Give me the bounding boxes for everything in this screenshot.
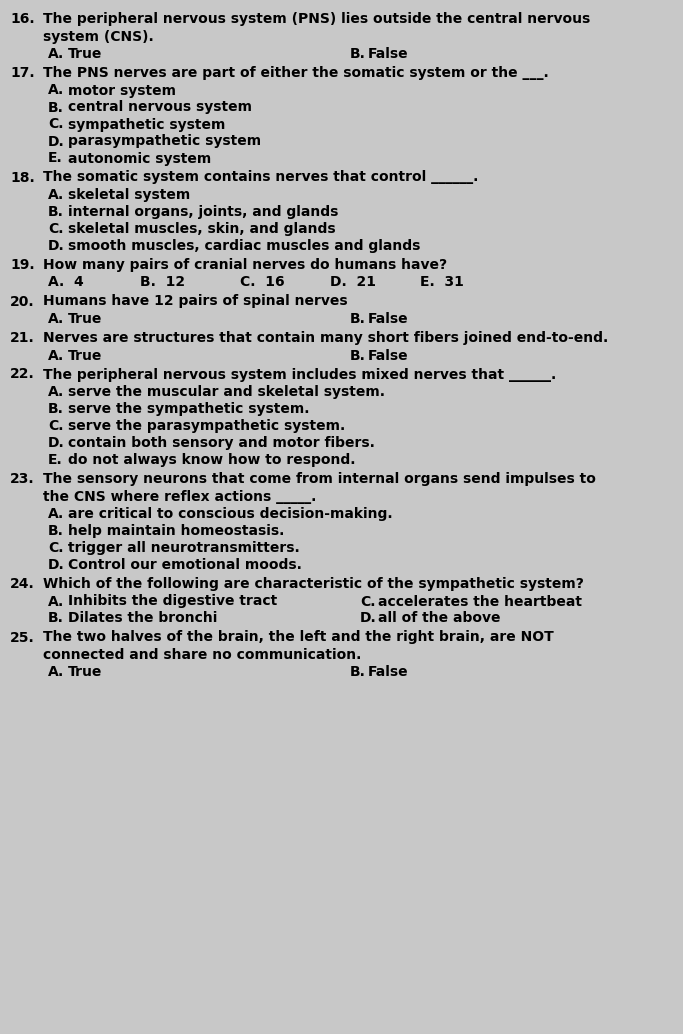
Text: system (CNS).: system (CNS). [43,30,154,43]
Text: 22.: 22. [10,367,35,382]
Text: E.  31: E. 31 [420,275,464,290]
Text: The two halves of the brain, the left and the right brain, are NOT: The two halves of the brain, the left an… [43,631,554,644]
Text: Nerves are structures that contain many short fibers joined end-to-end.: Nerves are structures that contain many … [43,331,609,345]
Text: False: False [368,348,408,363]
Text: E.: E. [48,453,63,467]
Text: serve the parasympathetic system.: serve the parasympathetic system. [68,419,345,433]
Text: skeletal muscles, skin, and glands: skeletal muscles, skin, and glands [68,222,335,236]
Text: sympathetic system: sympathetic system [68,118,225,131]
Text: True: True [68,47,102,61]
Text: central nervous system: central nervous system [68,100,252,115]
Text: The peripheral nervous system includes mixed nerves that ______.: The peripheral nervous system includes m… [43,367,556,382]
Text: trigger all neurotransmitters.: trigger all neurotransmitters. [68,541,300,555]
Text: True: True [68,348,102,363]
Text: D.  21: D. 21 [330,275,376,290]
Text: A.: A. [48,188,64,202]
Text: B.: B. [350,666,366,679]
Text: skeletal system: skeletal system [68,188,191,202]
Text: all of the above: all of the above [378,611,501,626]
Text: D.: D. [48,134,65,149]
Text: B.: B. [350,47,366,61]
Text: B.: B. [350,312,366,326]
Text: False: False [368,312,408,326]
Text: C.: C. [48,541,64,555]
Text: 17.: 17. [10,66,35,80]
Text: A.  4: A. 4 [48,275,84,290]
Text: A.: A. [48,312,64,326]
Text: 19.: 19. [10,258,35,272]
Text: True: True [68,666,102,679]
Text: are critical to conscious decision-making.: are critical to conscious decision-makin… [68,507,393,521]
Text: do not always know how to respond.: do not always know how to respond. [68,453,355,467]
Text: The somatic system contains nerves that control ______.: The somatic system contains nerves that … [43,171,478,184]
Text: 20.: 20. [10,295,35,308]
Text: True: True [68,312,102,326]
Text: serve the muscular and skeletal system.: serve the muscular and skeletal system. [68,385,385,399]
Text: Dilates the bronchi: Dilates the bronchi [68,611,217,626]
Text: accelerates the heartbeat: accelerates the heartbeat [378,595,582,608]
Text: 21.: 21. [10,331,35,345]
Text: D.: D. [48,239,65,253]
Text: A.: A. [48,348,64,363]
Text: D.: D. [48,558,65,572]
Text: B.  12: B. 12 [140,275,185,290]
Text: smooth muscles, cardiac muscles and glands: smooth muscles, cardiac muscles and glan… [68,239,420,253]
Text: D.: D. [360,611,377,626]
Text: E.: E. [48,152,63,165]
Text: B.: B. [48,205,64,219]
Text: B.: B. [350,348,366,363]
Text: A.: A. [48,507,64,521]
Text: The peripheral nervous system (PNS) lies outside the central nervous: The peripheral nervous system (PNS) lies… [43,12,590,26]
Text: A.: A. [48,666,64,679]
Text: B.: B. [48,402,64,416]
Text: Which of the following are characteristic of the sympathetic system?: Which of the following are characteristi… [43,577,584,591]
Text: serve the sympathetic system.: serve the sympathetic system. [68,402,309,416]
Text: False: False [368,47,408,61]
Text: 23.: 23. [10,472,35,486]
Text: A.: A. [48,385,64,399]
Text: 24.: 24. [10,577,35,591]
Text: The sensory neurons that come from internal organs send impulses to: The sensory neurons that come from inter… [43,472,596,486]
Text: C.: C. [360,595,376,608]
Text: False: False [368,666,408,679]
Text: C.: C. [48,118,64,131]
Text: B.: B. [48,611,64,626]
Text: B.: B. [48,100,64,115]
Text: A.: A. [48,47,64,61]
Text: the CNS where reflex actions _____.: the CNS where reflex actions _____. [43,489,316,504]
Text: Control our emotional moods.: Control our emotional moods. [68,558,302,572]
Text: Humans have 12 pairs of spinal nerves: Humans have 12 pairs of spinal nerves [43,295,348,308]
Text: connected and share no communication.: connected and share no communication. [43,648,361,662]
Text: D.: D. [48,436,65,450]
Text: C.  16: C. 16 [240,275,285,290]
Text: contain both sensory and motor fibers.: contain both sensory and motor fibers. [68,436,375,450]
Text: A.: A. [48,84,64,97]
Text: A.: A. [48,595,64,608]
Text: B.: B. [48,524,64,538]
Text: internal organs, joints, and glands: internal organs, joints, and glands [68,205,338,219]
Text: 18.: 18. [10,171,35,184]
Text: Inhibits the digestive tract: Inhibits the digestive tract [68,595,277,608]
Text: 25.: 25. [10,631,35,644]
Text: help maintain homeostasis.: help maintain homeostasis. [68,524,284,538]
Text: How many pairs of cranial nerves do humans have?: How many pairs of cranial nerves do huma… [43,258,447,272]
Text: C.: C. [48,419,64,433]
Text: motor system: motor system [68,84,176,97]
Text: The PNS nerves are part of either the somatic system or the ___.: The PNS nerves are part of either the so… [43,66,548,80]
Text: C.: C. [48,222,64,236]
Text: autonomic system: autonomic system [68,152,211,165]
Text: parasympathetic system: parasympathetic system [68,134,261,149]
Text: 16.: 16. [10,12,35,26]
